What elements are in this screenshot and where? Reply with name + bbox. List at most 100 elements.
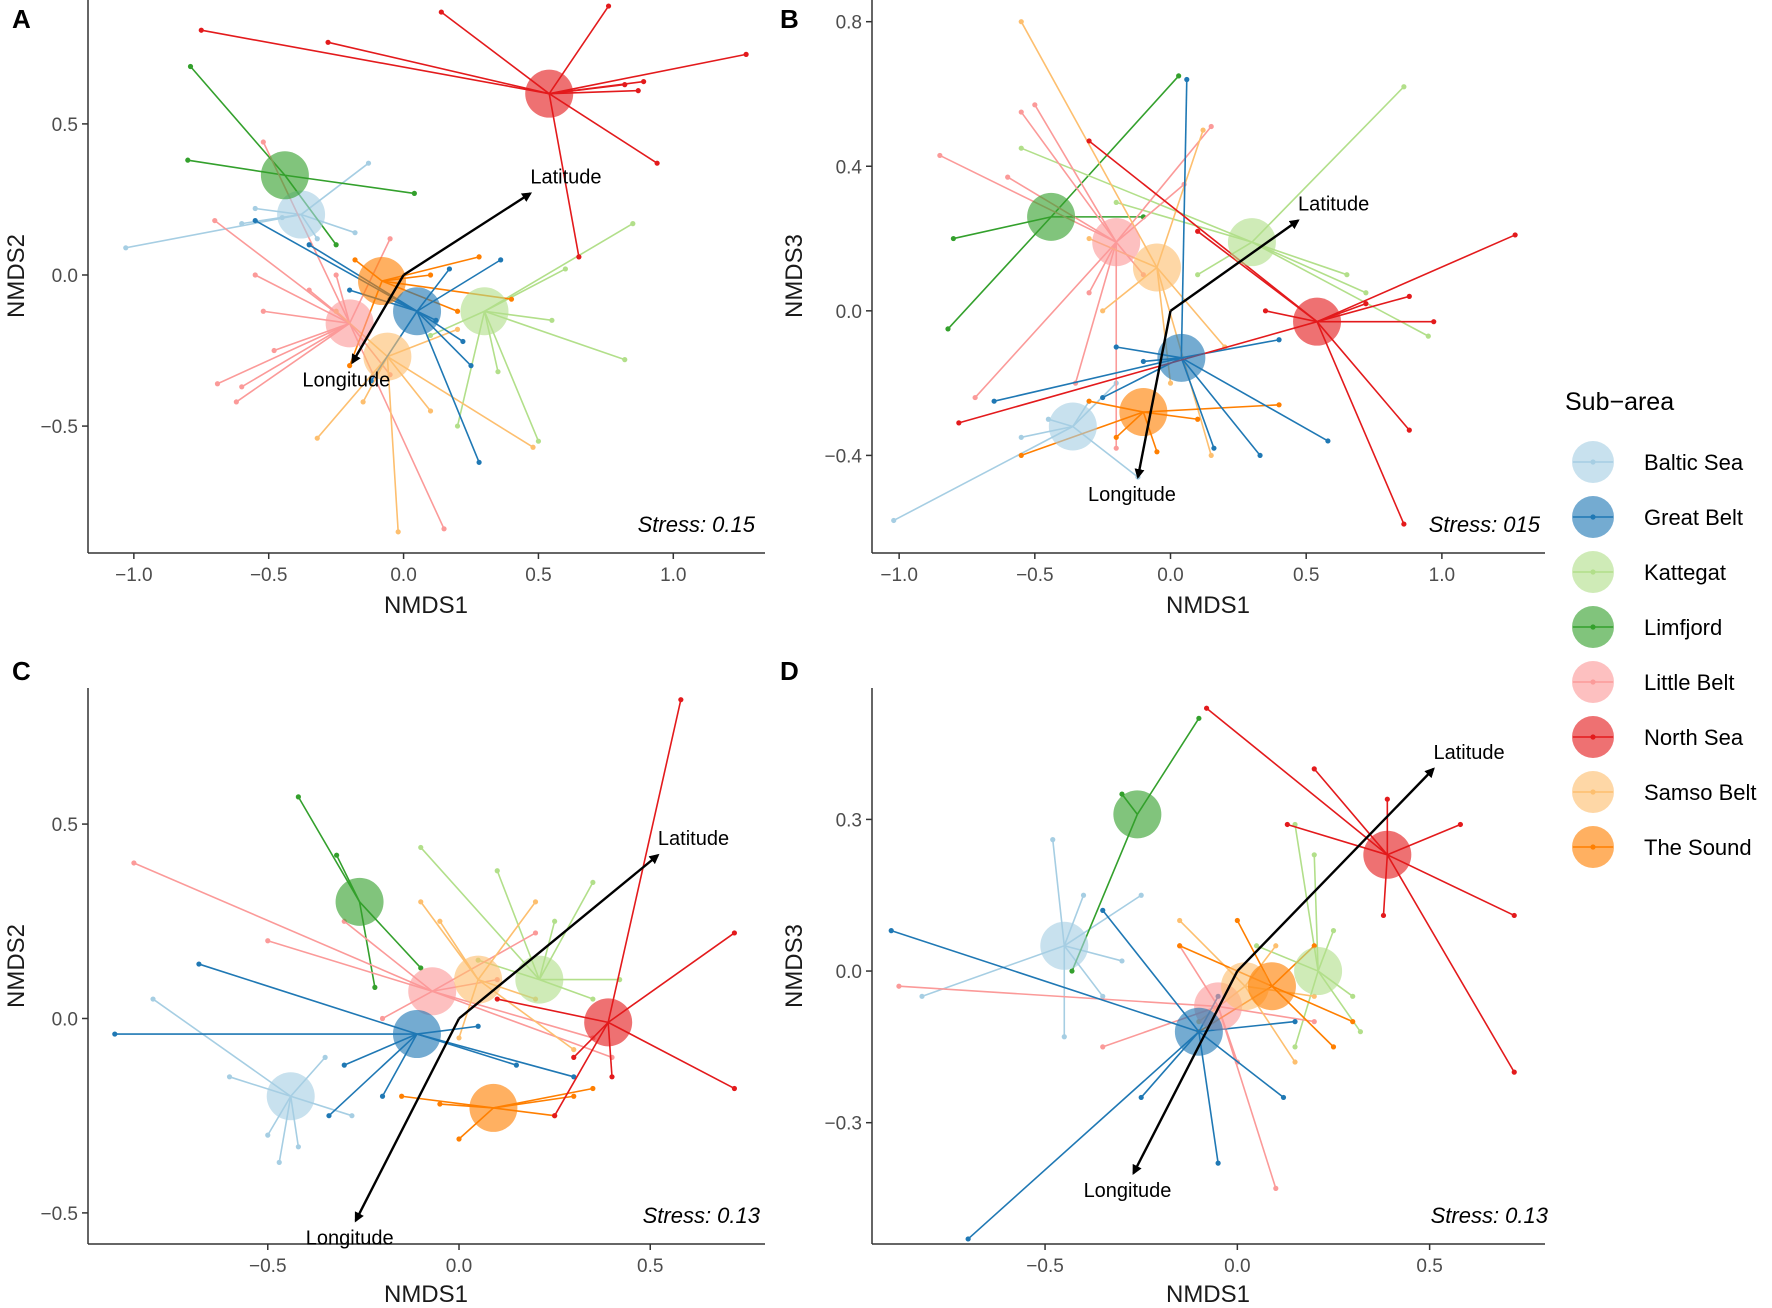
longitude-arrow: [1132, 970, 1239, 1176]
y-tick-label: −0.5: [40, 417, 78, 438]
sample-point: [437, 918, 443, 924]
legend-key-point: [1590, 679, 1596, 685]
series-kattegat: [427, 221, 636, 444]
sample-point: [1253, 943, 1260, 949]
sample-point: [212, 217, 218, 224]
sample-point: [454, 423, 461, 429]
longitude-arrow: [1134, 310, 1172, 480]
spoke-line: [189, 65, 286, 176]
legend-item-north-sea: North Sea: [1567, 711, 1744, 763]
sample-point: [349, 1113, 355, 1119]
sample-point: [1138, 892, 1144, 898]
spoke-line: [939, 154, 1117, 243]
sample-point: [352, 230, 358, 236]
sample-point: [1080, 892, 1087, 898]
sample-point: [1512, 232, 1518, 238]
longitude-arrow: [351, 274, 405, 365]
sample-point: [1357, 1029, 1364, 1035]
sample-point: [1350, 993, 1356, 999]
sample-point: [476, 254, 482, 260]
spoke-line: [1034, 104, 1117, 243]
sample-point: [446, 266, 453, 272]
series-limfjord: [1069, 715, 1202, 974]
spoke-line: [1074, 241, 1118, 384]
centroid-north-sea: [525, 69, 574, 118]
x-tick-label: 0.0: [446, 1256, 472, 1277]
latitude-label: Latitude: [658, 828, 729, 850]
sample-point: [198, 27, 204, 33]
sample-point: [276, 1159, 282, 1165]
legend-item-baltic-sea: Baltic Sea: [1567, 436, 1744, 488]
sample-point: [1211, 445, 1217, 451]
sample-point: [535, 438, 542, 444]
centroids-layer: [266, 877, 633, 1132]
y-tick-label: 0.3: [836, 810, 862, 831]
sample-point: [252, 272, 258, 278]
sample-point: [678, 697, 684, 703]
sample-point: [919, 993, 925, 999]
x-tick-label: 0.5: [1416, 1256, 1442, 1277]
sample-point: [347, 363, 353, 369]
sample-point: [552, 918, 558, 924]
sample-point: [314, 435, 320, 441]
spokes-layer: [891, 19, 1518, 527]
y-tick-label: −0.5: [40, 1204, 78, 1225]
sample-point: [341, 1062, 347, 1068]
centroids-layer: [260, 69, 574, 381]
sample-point: [233, 399, 239, 405]
y-tick-label: 0.0: [836, 302, 862, 323]
y-tick-label: 0.0: [836, 962, 862, 983]
legend-label: North Sea: [1644, 725, 1744, 750]
sample-point: [1311, 852, 1317, 858]
longitude-label: Longitude: [302, 370, 390, 392]
spoke-line: [386, 355, 534, 448]
sample-point: [1350, 1019, 1356, 1025]
sample-point: [532, 930, 539, 936]
sample-point: [896, 983, 902, 989]
sample-point: [731, 930, 738, 936]
sample-point: [891, 517, 897, 524]
sample-point: [1234, 917, 1240, 924]
spoke-line: [974, 241, 1117, 399]
sample-point: [441, 526, 447, 532]
sample-point: [1018, 19, 1024, 25]
spoke-line: [1088, 140, 1318, 323]
sample-point: [1195, 228, 1201, 234]
legend-label: Samso Belt: [1644, 780, 1757, 805]
sample-point: [1100, 308, 1106, 314]
sample-point: [731, 1085, 738, 1092]
sample-point: [1208, 123, 1214, 130]
sample-point: [1311, 993, 1317, 999]
sample-point: [454, 326, 461, 332]
spoke-line: [549, 53, 747, 95]
spoke-line: [327, 41, 550, 95]
longitude-arrow: [354, 1017, 461, 1223]
panel-b: B Latitude Longitude Stress: 015 NMDS1 NM…: [780, 0, 1545, 619]
legend-key-point: [1590, 734, 1596, 740]
centroids-layer: [1027, 192, 1342, 451]
x-tick-label: −0.5: [1016, 565, 1054, 586]
spoke-line: [1217, 1006, 1277, 1189]
spoke-line: [607, 699, 682, 1023]
latitude-arrow: [402, 192, 533, 276]
series-baltic-sea: [919, 837, 1144, 1040]
sample-point: [1100, 1044, 1106, 1050]
y-tick-label: 0.4: [836, 157, 863, 178]
sample-point: [549, 317, 555, 323]
sample-point: [427, 272, 434, 278]
latitude-label: Latitude: [1298, 193, 1369, 215]
sample-point: [576, 254, 582, 260]
sample-point: [1425, 333, 1431, 339]
sample-point: [1086, 398, 1092, 404]
spoke-line: [993, 357, 1182, 402]
sample-point: [1140, 358, 1146, 365]
sample-point: [438, 9, 444, 15]
sample-point: [265, 1132, 271, 1138]
legend-key-point: [1590, 844, 1596, 850]
y-tick-label: 0.5: [52, 815, 78, 836]
latitude-label: Latitude: [530, 166, 601, 188]
sample-point: [295, 794, 301, 800]
sample-point: [437, 1101, 443, 1107]
sample-point: [476, 459, 482, 465]
spoke-line: [958, 320, 1318, 424]
